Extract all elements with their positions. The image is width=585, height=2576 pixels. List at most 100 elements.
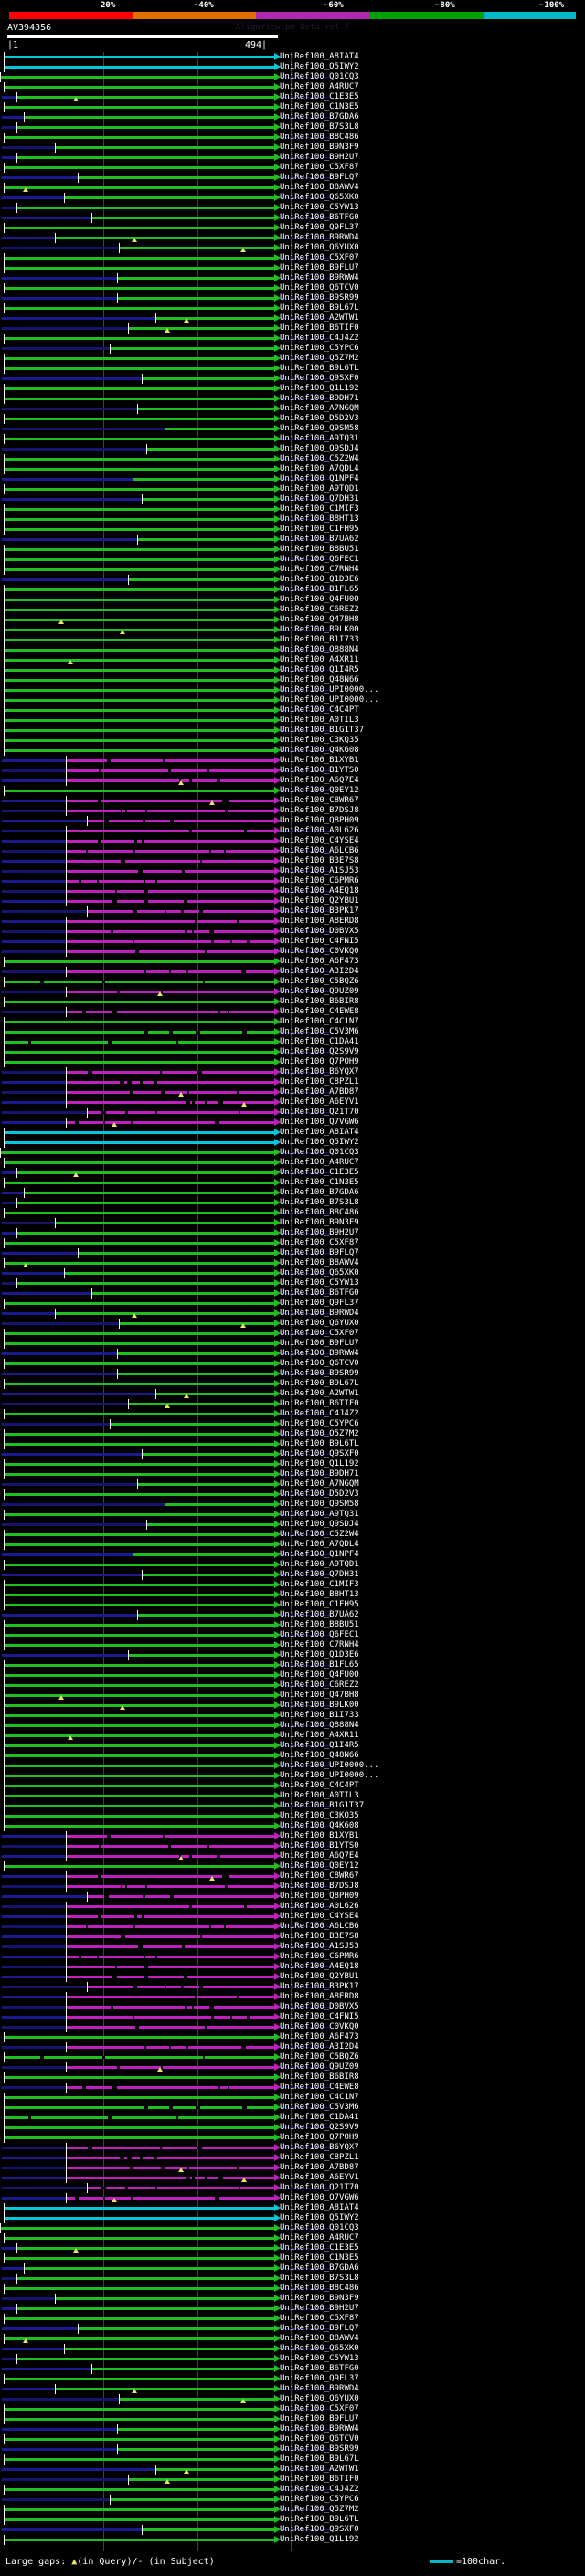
sequence-label[interactable]: UniRef100_B9DH71 <box>280 1469 359 1479</box>
sequence-label[interactable]: UniRef100_B1XYB1 <box>280 756 359 765</box>
alignment-row[interactable]: UniRef100_A8IAT4 <box>0 1128 585 1138</box>
alignment-row[interactable]: UniRef100_A8ERD8 <box>0 917 585 927</box>
alignment-row[interactable]: UniRef100_C4J4Z2 <box>0 2485 585 2495</box>
alignment-row[interactable]: UniRef100_A6F473 <box>0 957 585 967</box>
alignment-row[interactable]: UniRef100_Q9SDJ4 <box>0 444 585 454</box>
sequence-label[interactable]: UniRef100_Q6TCV0 <box>280 1359 359 1368</box>
alignment-row[interactable]: UniRef100_A8IAT4 <box>0 2203 585 2213</box>
alignment-row[interactable]: UniRef100_Q21T70 <box>0 1108 585 1118</box>
alignment-row[interactable]: UniRef100_Q2S9V9 <box>0 2123 585 2133</box>
alignment-row[interactable]: UniRef100_Q6FEC1 <box>0 1630 585 1640</box>
alignment-row[interactable]: UniRef100_A4EQ18 <box>0 886 585 896</box>
sequence-label[interactable]: UniRef100_B9L67L <box>280 2454 359 2464</box>
sequence-label[interactable]: UniRef100_B7DSJ8 <box>280 1882 359 1891</box>
alignment-row[interactable]: UniRef100_B3E7S8 <box>0 856 585 866</box>
alignment-row[interactable]: UniRef100_C5XF87 <box>0 163 585 173</box>
sequence-label[interactable]: UniRef100_C7RNH4 <box>280 565 359 574</box>
alignment-row[interactable]: UniRef100_A9TQD1 <box>0 484 585 494</box>
sequence-label[interactable]: UniRef100_A6EYV1 <box>280 1097 359 1107</box>
alignment-row[interactable]: UniRef100_C6REZ2 <box>0 605 585 615</box>
sequence-label[interactable]: UniRef100_Q9SDJ4 <box>280 1520 359 1529</box>
sequence-label[interactable]: UniRef100_UPI0000... <box>280 685 379 694</box>
sequence-label[interactable]: UniRef100_Q9SM58 <box>280 1500 359 1509</box>
alignment-row[interactable]: UniRef100_B1YTS0 <box>0 766 585 776</box>
alignment-row[interactable]: UniRef100_Q888N4 <box>0 1721 585 1731</box>
sequence-label[interactable]: UniRef100_Q9SXF0 <box>280 1449 359 1458</box>
sequence-label[interactable]: UniRef100_Q9FL37 <box>280 1299 359 1308</box>
alignment-row[interactable]: UniRef100_B9L67L <box>0 1379 585 1389</box>
alignment-row[interactable]: UniRef100_A6EYV1 <box>0 1097 585 1108</box>
alignment-row[interactable]: UniRef100_B8BU51 <box>0 1620 585 1630</box>
sequence-label[interactable]: UniRef100_Q2YBU1 <box>280 1972 359 1981</box>
sequence-label[interactable]: UniRef100_Q6FEC1 <box>280 1630 359 1639</box>
sequence-label[interactable]: UniRef100_A7NGQM <box>280 404 359 413</box>
alignment-row[interactable]: UniRef100_B6TFG0 <box>0 213 585 223</box>
alignment-row[interactable]: UniRef100_C5YPC6 <box>0 344 585 354</box>
alignment-row[interactable]: UniRef100_A9TQ31 <box>0 434 585 444</box>
alignment-row[interactable]: UniRef100_Q9UZ09 <box>0 987 585 997</box>
sequence-label[interactable]: UniRef100_Q888N4 <box>280 1721 359 1730</box>
alignment-row[interactable]: UniRef100_Q1L192 <box>0 1459 585 1469</box>
sequence-label[interactable]: UniRef100_C5YPC6 <box>280 344 359 353</box>
sequence-label[interactable]: UniRef100_C4J4Z2 <box>280 334 359 343</box>
alignment-row[interactable]: UniRef100_C8PZL1 <box>0 1077 585 1087</box>
sequence-label[interactable]: UniRef100_Q48N66 <box>280 675 359 684</box>
alignment-row[interactable]: UniRef100_Q8PH09 <box>0 1892 585 1902</box>
alignment-row[interactable]: UniRef100_B9LK00 <box>0 625 585 635</box>
alignment-row[interactable]: UniRef100_B3E7S8 <box>0 1932 585 1942</box>
alignment-row[interactable]: UniRef100_C6PMR6 <box>0 1952 585 1962</box>
sequence-label[interactable]: UniRef100_Q9UZ09 <box>280 987 359 996</box>
alignment-row[interactable]: UniRef100_C8WR67 <box>0 796 585 806</box>
sequence-label[interactable]: UniRef100_B7DSJ8 <box>280 806 359 815</box>
sequence-label[interactable]: UniRef100_B6TFG0 <box>280 2364 359 2373</box>
alignment-row[interactable]: UniRef100_B9L67L <box>0 2454 585 2465</box>
sequence-label[interactable]: UniRef100_B9FLU7 <box>280 2414 359 2423</box>
alignment-row[interactable]: UniRef100_A4RUC7 <box>0 1158 585 1168</box>
alignment-row[interactable]: UniRef100_Q5IWY2 <box>0 62 585 72</box>
alignment-row[interactable]: UniRef100_C5BQZ6 <box>0 2052 585 2062</box>
sequence-label[interactable]: UniRef100_Q9SXF0 <box>280 374 359 383</box>
alignment-row[interactable]: UniRef100_A7NGQM <box>0 1479 585 1489</box>
sequence-label[interactable]: UniRef100_UPI0000... <box>280 1761 379 1770</box>
sequence-label[interactable]: UniRef100_Q7VGW6 <box>280 2193 359 2202</box>
sequence-label[interactable]: UniRef100_C1DA41 <box>280 1037 359 1046</box>
sequence-label[interactable]: UniRef100_UPI0000... <box>280 1771 379 1780</box>
alignment-row[interactable]: UniRef100_C1E3E5 <box>0 2243 585 2253</box>
sequence-label[interactable]: UniRef100_B9L6TL <box>280 2515 359 2524</box>
alignment-row[interactable]: UniRef100_D0BVX5 <box>0 2002 585 2012</box>
alignment-row[interactable]: UniRef100_C8WR67 <box>0 1871 585 1882</box>
alignment-row[interactable]: UniRef100_Q48N66 <box>0 1751 585 1761</box>
alignment-row[interactable]: UniRef100_A9TQ31 <box>0 1510 585 1520</box>
alignment-row[interactable]: UniRef100_Q5Z7M2 <box>0 354 585 364</box>
sequence-label[interactable]: UniRef100_C5XF07 <box>280 253 359 262</box>
alignment-row[interactable]: UniRef100_C0VKQ0 <box>0 947 585 957</box>
sequence-label[interactable]: UniRef100_A7QDL4 <box>280 1540 359 1549</box>
alignment-row[interactable]: UniRef100_C5XF87 <box>0 1238 585 1248</box>
sequence-label[interactable]: UniRef100_A2WTW1 <box>280 2465 359 2474</box>
sequence-label[interactable]: UniRef100_B1FL65 <box>280 1660 359 1670</box>
sequence-label[interactable]: UniRef100_Q9SDJ4 <box>280 444 359 453</box>
sequence-label[interactable]: UniRef100_A9TQ31 <box>280 434 359 443</box>
sequence-label[interactable]: UniRef100_Q6YUX0 <box>280 1319 359 1328</box>
sequence-label[interactable]: UniRef100_C4EWE8 <box>280 1007 359 1016</box>
sequence-label[interactable]: UniRef100_B3E7S8 <box>280 856 359 865</box>
sequence-label[interactable]: UniRef100_C8PZL1 <box>280 1077 359 1087</box>
alignment-row[interactable]: UniRef100_B9L6TL <box>0 364 585 374</box>
alignment-row[interactable]: UniRef100_B9LK00 <box>0 1701 585 1711</box>
sequence-label[interactable]: UniRef100_C5Z2W4 <box>280 454 359 463</box>
sequence-label[interactable]: UniRef100_C4FNI5 <box>280 937 359 946</box>
alignment-row[interactable]: UniRef100_A6EYV1 <box>0 2173 585 2183</box>
alignment-row[interactable]: UniRef100_B3PK17 <box>0 906 585 917</box>
sequence-label[interactable]: UniRef100_B9RWD4 <box>280 2384 359 2393</box>
sequence-label[interactable]: UniRef100_B9L67L <box>280 303 359 313</box>
alignment-row[interactable]: UniRef100_A3I2D4 <box>0 967 585 977</box>
sequence-label[interactable]: UniRef100_B9RWD4 <box>280 1309 359 1318</box>
alignment-row[interactable]: UniRef100_Q5IWY2 <box>0 2213 585 2223</box>
alignment-row[interactable]: UniRef100_A4RUC7 <box>0 2233 585 2243</box>
sequence-label[interactable]: UniRef100_Q6TCV0 <box>280 2434 359 2443</box>
sequence-label[interactable]: UniRef100_B6YQX7 <box>280 2143 359 2152</box>
alignment-row[interactable]: UniRef100_Q6FEC1 <box>0 555 585 565</box>
sequence-label[interactable]: UniRef100_C3KQ35 <box>280 736 359 745</box>
alignment-row[interactable]: UniRef100_Q4FU0O <box>0 1670 585 1680</box>
alignment-row[interactable]: UniRef100_Q6YUX0 <box>0 1319 585 1329</box>
